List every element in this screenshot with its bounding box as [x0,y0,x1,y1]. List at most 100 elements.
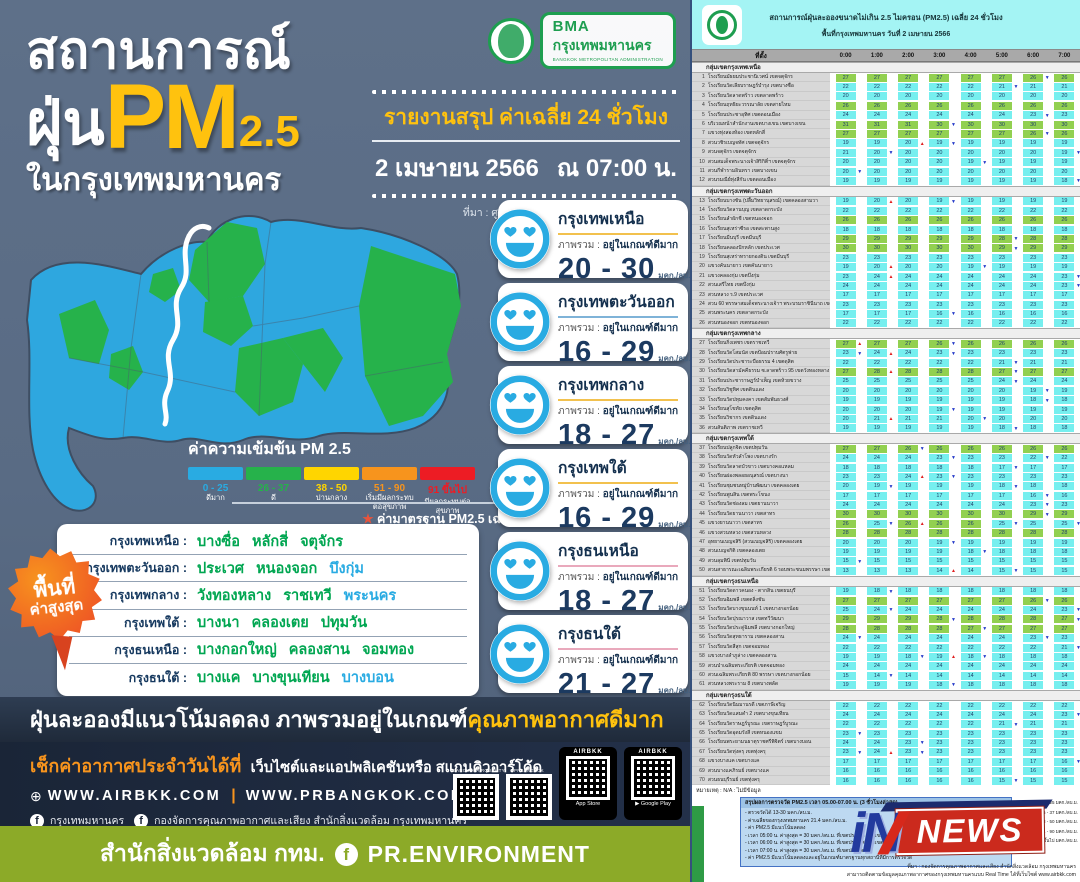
value-cell: 28 [1023,529,1044,538]
qr-airbkk-appstore[interactable]: AIRBKK App Store [559,747,617,820]
value-cell: 19 [866,652,887,661]
qr-bangkokairquality[interactable]: BANGKOKAIRQUALITY [453,768,505,820]
value-cell: 26 [1023,444,1044,453]
value-cell: 22 [835,319,856,328]
value-cell: 20 [898,405,919,414]
qr-airbkk-googleplay[interactable]: AIRBKK ▶ Google Play [624,747,682,820]
legend-range-label: 0 - 25 มคก./ลบ.ม. [1042,800,1078,806]
value-cell: 28 [991,615,1012,624]
value-cell: 25 [835,606,856,614]
pr-environment-page[interactable]: PR.ENVIRONMENT [367,840,590,867]
value-cell: 27 [960,73,981,82]
value-cell: 28 [991,234,1012,243]
district-list: บางกอกใหญ่ คลองสาน จอมทอง [197,638,414,661]
station-name: โรงเรียนปลูกจิต เขตปทุมวัน [704,444,830,454]
row-number: 58 [692,652,705,662]
value-cell: 18 [960,463,981,472]
divider [372,140,680,142]
table-row: 65 โรงเรียนวัดอุดมรังสี เขตหนองแขม 23 ▼ 23 23… [692,729,1080,739]
row-number: 20 [692,262,705,272]
value-cell: 30 [960,244,981,253]
value-cell: 19 [960,405,981,414]
down-arrow-icon: ▼ [1044,493,1050,500]
district-name: จตุจักร [300,533,344,550]
legend-category: มีผลกระทบต่อสุขภาพ [424,497,471,515]
value-cell: 19 [929,139,950,148]
poster-title-line1: สถานการณ์ [26,22,291,80]
table-row: 35 โรงเรียนวิชากร เขตดินแดง 20 21 ▲ 21 21 20 ▼ 20… [692,414,1080,424]
badge-pointer [49,635,73,671]
table-row: 30 โรงเรียนวัดสามัคคีธรรม ซ.ลาดพร้าว 95 เ… [692,367,1080,377]
app-store-badge[interactable]: App Store [575,801,601,807]
value-cell: 20 [1023,148,1044,157]
down-arrow-icon: ▼ [951,121,956,128]
region-card: กรุงเทพตะวันออก ภาพรวม : อยู่ในเกณฑ์ดีมาก… [489,283,690,368]
value-cell: 18 [835,463,856,472]
range-value: 18 - 27 [558,419,656,451]
row-number: 46 [692,528,705,538]
value-cell: 22 [866,720,887,729]
station-name: โรงเรียนวัดปุรณาวาส เขตทวีวัฒนา [704,614,830,625]
row-number: 45 [692,519,705,529]
row-number: 2 [692,82,705,92]
region-overview: ภาพรวม : อยู่ในเกณฑ์ดีมาก [558,321,682,336]
station-name: โรงเรียนพระยามนธาตุราชศรีพิจิตร์ เขตบางบ… [704,738,830,748]
google-play-badge[interactable]: ▶ Google Play [635,801,671,807]
down-arrow-icon: ▼ [857,731,863,737]
value-cell: 19 [960,197,981,206]
value-cell: 20 [991,92,1012,101]
value-cell: 28 [929,615,950,624]
value-cell: 16 [1023,310,1044,319]
down-arrow-icon: ▼ [1076,150,1080,157]
value-cell: 23 [835,300,856,309]
value-cell: 26 [1054,596,1075,605]
station-name: โรงเรียนวัดนิมมานรดี เขตภาษีเจริญ [704,700,830,711]
poster-title-line2: ฝุ่น PM 2.5 [26,71,396,162]
value-cell: 19 [866,396,887,405]
region-card-title: กรุงเทพเหนือ [558,211,645,228]
value-cell: 27 [898,596,919,605]
value-cell: 27 [991,596,1012,605]
qr-prbangkok[interactable]: PRBANGKOK [506,768,552,820]
down-arrow-icon: ▼ [951,350,956,357]
down-arrow-icon: ▼ [1013,84,1019,91]
value-cell: 15 [1023,566,1044,575]
value-cell: 17 [866,310,887,319]
region-card: กรุงธนเหนือ ภาพรวม : อยู่ในเกณฑ์ดีมาก 18 -… [489,532,690,617]
value-cell: 24 [835,710,856,719]
hour-column-label: 5:00 [995,52,1008,59]
value-cell: 19 [835,652,856,661]
value-cell: 14 [898,671,919,680]
value-cell: 19 [929,538,950,547]
facebook-page-air-quality[interactable]: กองจัดการคุณภาพอากาศและเสียง สำนักสิ่งแว… [154,815,468,827]
value-cell: 19 [1023,386,1044,395]
district-list: บางนา คลองเตย ปทุมวัน [197,611,367,634]
value-cell: 20 [835,158,856,167]
table-row: 38 โรงเรียนวัดหัวลำโพง เขตบางรัก 24 24 24 23 ▼… [692,453,1080,463]
station-name: สวนพระนคร เขตลาดกระบัง [704,309,830,319]
row-number: 7 [692,129,705,139]
prbangkok-url[interactable]: WWW.PRBANGKOK.COM [245,788,466,804]
value-cell: 22 [866,358,887,367]
facebook-page-bma[interactable]: กรุงเทพมหานคร [50,815,125,827]
value-cell: 26 [929,339,950,348]
hour-columns: 0:00 1:00 2:00 3:00 4:00 5:00 6:00 7:00 [830,53,1080,59]
table-column-header: ที่ตั้ง 0:00 1:00 2:00 3:00 4:00 5:00 6:00 7:00 [692,50,1080,62]
value-cell: 19 [866,176,887,185]
value-cell: 26 [991,339,1012,348]
value-cell: 26 [1023,596,1044,605]
airbkk-url[interactable]: WWW.AIRBKK.COM [47,788,222,804]
value-cell: 30 [866,244,887,253]
value-cell: 15 [991,557,1012,566]
value-cell: 17 [1054,463,1075,472]
value-cell: 19 [960,424,981,433]
legend-title: ค่าความเข้มข้น PM 2.5 [188,441,351,458]
value-cell: 23 [1054,472,1075,481]
up-arrow-icon: ▲ [919,474,925,481]
value-cell: 17 [866,291,887,300]
value-cell: 27 [835,130,856,139]
value-cell: 27 [1054,624,1075,633]
value-cell: 23 [929,472,950,481]
station-name: สวนป่าเฉลิมพระเกียรติ เขตจอมทอง [704,661,830,672]
down-arrow-icon: ▼ [1044,502,1050,509]
